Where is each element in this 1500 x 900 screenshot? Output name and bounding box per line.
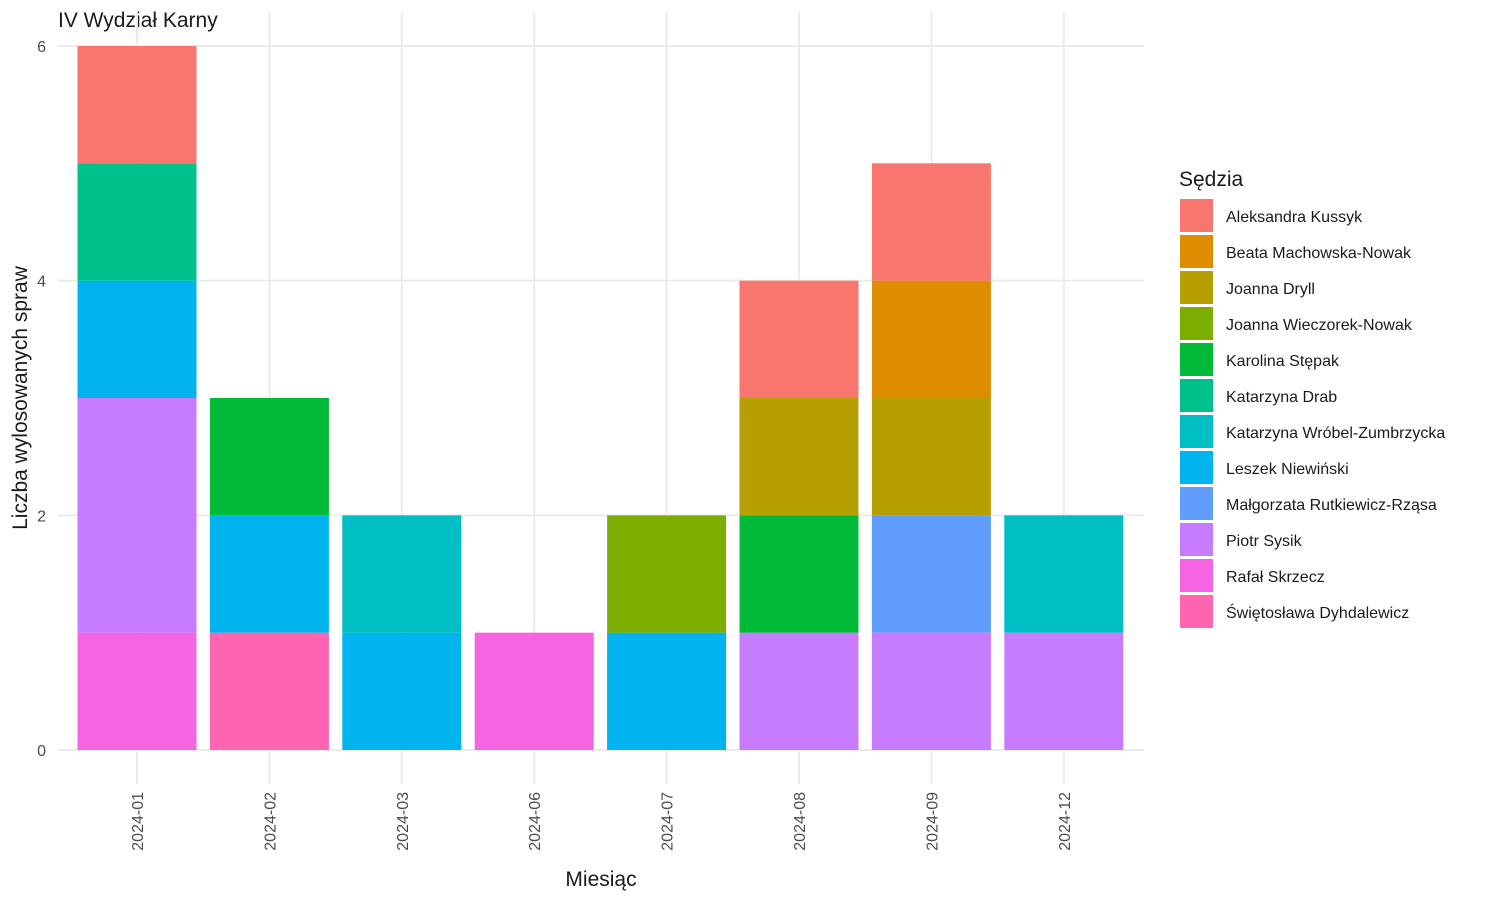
legend-label: Joanna Dryll bbox=[1226, 281, 1315, 298]
bar-segment bbox=[77, 280, 197, 398]
legend-swatch bbox=[1180, 595, 1213, 628]
bar-segment bbox=[739, 398, 859, 516]
legend-swatch bbox=[1180, 199, 1213, 232]
legend-label: Aleksandra Kussyk bbox=[1226, 209, 1363, 226]
legend-swatch bbox=[1180, 343, 1213, 376]
x-tick-label: 2024-08 bbox=[792, 792, 809, 851]
legend-label: Katarzyna Drab bbox=[1226, 389, 1337, 406]
legend-items: Aleksandra Kussyk Beata Machowska-Nowak Jo… bbox=[1180, 199, 1445, 628]
bar-segment bbox=[871, 163, 991, 281]
legend-label: Beata Machowska-Nowak bbox=[1226, 245, 1412, 262]
bar-segment bbox=[1004, 515, 1124, 633]
bar-segment bbox=[77, 163, 197, 281]
y-axis-ticks: 0 2 4 6 bbox=[37, 39, 46, 760]
legend-label: Leszek Niewiński bbox=[1226, 461, 1349, 478]
legend-swatch bbox=[1180, 415, 1213, 448]
bar-segment bbox=[342, 515, 462, 633]
bar-segment bbox=[77, 398, 197, 633]
bar-segment bbox=[607, 515, 727, 633]
legend-swatch bbox=[1180, 451, 1213, 484]
legend-swatch bbox=[1180, 523, 1213, 556]
legend-label: Joanna Wieczorek-Nowak bbox=[1226, 317, 1413, 334]
y-tick-label: 0 bbox=[37, 743, 46, 760]
legend-swatch bbox=[1180, 307, 1213, 340]
legend-swatch bbox=[1180, 559, 1213, 592]
legend-swatch bbox=[1180, 379, 1213, 412]
bar-segment bbox=[871, 515, 991, 633]
y-axis-title: Liczba wylosowanych spraw bbox=[9, 265, 32, 530]
bar-segment bbox=[871, 280, 991, 398]
y-tick-label: 6 bbox=[37, 39, 46, 56]
bar-segment bbox=[739, 632, 859, 750]
legend-label: Małgorzata Rutkiewicz-Rząsa bbox=[1226, 497, 1437, 514]
bar-segment bbox=[209, 632, 329, 750]
x-tick-label: 2024-01 bbox=[130, 792, 147, 851]
legend-label: Katarzyna Wróbel-Zumbrzycka bbox=[1226, 425, 1445, 442]
x-tick-label: 2024-06 bbox=[527, 792, 544, 851]
x-tick-label: 2024-03 bbox=[395, 792, 412, 851]
bar-segment bbox=[1004, 632, 1124, 750]
bar-segment bbox=[871, 632, 991, 750]
x-tick-label: 2024-07 bbox=[660, 792, 677, 851]
chart-title: IV Wydział Karny bbox=[58, 9, 218, 32]
x-tick-label: 2024-12 bbox=[1057, 792, 1074, 851]
legend-label: Karolina Stępak bbox=[1226, 353, 1340, 370]
legend: Sędzia Aleksandra Kussyk Beata Machowska-… bbox=[1179, 168, 1445, 628]
legend-label: Świętosława Dyhdalewicz bbox=[1226, 603, 1409, 622]
y-tick-label: 4 bbox=[37, 274, 46, 291]
legend-label: Piotr Sysik bbox=[1226, 533, 1303, 550]
legend-title: Sędzia bbox=[1179, 168, 1244, 191]
x-tick-label: 2024-09 bbox=[924, 792, 941, 851]
bar-segment bbox=[342, 632, 462, 750]
legend-swatch bbox=[1180, 487, 1213, 520]
bar-segment bbox=[607, 632, 727, 750]
bar-segment bbox=[77, 46, 197, 164]
bar-segment bbox=[474, 632, 594, 750]
bars bbox=[77, 46, 1124, 750]
bar-segment bbox=[739, 280, 859, 398]
bar-segment bbox=[77, 632, 197, 750]
x-axis-title: Miesiąc bbox=[565, 868, 636, 891]
x-axis-ticks: 2024-01 2024-02 2024-03 2024-06 2024-07 2024-… bbox=[130, 792, 1074, 851]
bar-segment bbox=[209, 398, 329, 516]
bar-segment bbox=[209, 515, 329, 633]
legend-swatch bbox=[1180, 235, 1213, 268]
legend-swatch bbox=[1180, 271, 1213, 304]
bar-segment bbox=[871, 398, 991, 516]
legend-label: Rafał Skrzecz bbox=[1226, 569, 1325, 586]
y-tick-label: 2 bbox=[37, 508, 46, 525]
x-tick-label: 2024-02 bbox=[262, 792, 279, 851]
bar-segment bbox=[739, 515, 859, 633]
